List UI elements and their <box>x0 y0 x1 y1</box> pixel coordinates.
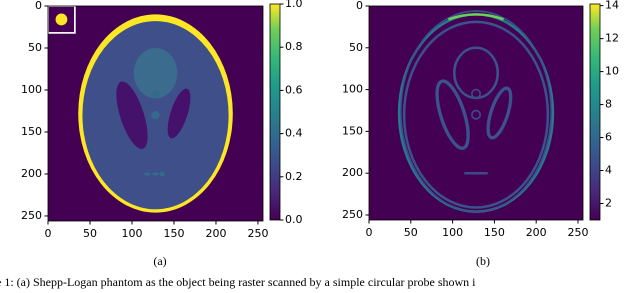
colorbar-tick-label: 2 <box>605 197 612 210</box>
x-tick-label: 200 <box>205 227 226 240</box>
scan-image <box>369 6 584 221</box>
x-tick-label: 150 <box>163 227 184 240</box>
panel-label: (b) <box>476 254 490 268</box>
colorbar-tick-label: 6 <box>605 131 612 144</box>
y-tick-label: 150 <box>21 125 42 138</box>
x-tick-label: 50 <box>83 227 97 240</box>
colorbar-tick-label: 12 <box>605 32 619 45</box>
y-tick-label: 100 <box>342 83 363 96</box>
y-tick-label: 200 <box>21 167 42 180</box>
y-tick-label: 250 <box>342 208 363 221</box>
colorbar-tick-label: 0.8 <box>285 40 303 53</box>
colorbar <box>589 3 601 221</box>
colorbar <box>269 3 281 221</box>
x-tick-label: 250 <box>567 226 588 239</box>
y-tick-label: 50 <box>28 41 42 54</box>
colorbar-tick-label: 0.4 <box>285 127 303 140</box>
x-tick-label: 50 <box>404 226 418 239</box>
colorbar-tick-label: 10 <box>605 65 619 78</box>
y-tick-label: 150 <box>342 124 363 137</box>
y-tick-label: 250 <box>21 209 42 222</box>
colorbar-tick-label: 0.2 <box>285 170 303 183</box>
x-tick-label: 0 <box>366 226 373 239</box>
colorbar-tick-label: 14 <box>605 0 619 12</box>
x-tick-label: 0 <box>45 227 52 240</box>
colorbar-tick-label: 0.0 <box>285 213 303 226</box>
y-tick-label: 50 <box>349 41 363 54</box>
axes-frame <box>47 5 264 222</box>
colorbar-tick-label: 8 <box>605 98 612 111</box>
panel-label: (a) <box>153 254 166 268</box>
y-tick-label: 0 <box>356 0 363 12</box>
axes-frame <box>368 5 584 221</box>
caption: e 1: (a) Shepp-Logan phantom as the obje… <box>0 275 476 289</box>
y-tick-label: 0 <box>35 0 42 12</box>
y-tick-label: 200 <box>342 166 363 179</box>
x-tick-label: 100 <box>121 227 142 240</box>
colorbar-tick-label: 4 <box>605 164 612 177</box>
colorbar-tick-label: 0.6 <box>285 83 303 96</box>
x-tick-label: 200 <box>526 226 547 239</box>
y-tick-label: 100 <box>21 83 42 96</box>
x-tick-label: 250 <box>247 227 268 240</box>
x-tick-label: 100 <box>442 226 463 239</box>
colorbar-tick-label: 1.0 <box>285 0 303 10</box>
x-tick-label: 150 <box>484 226 505 239</box>
phantom-image <box>48 6 264 222</box>
